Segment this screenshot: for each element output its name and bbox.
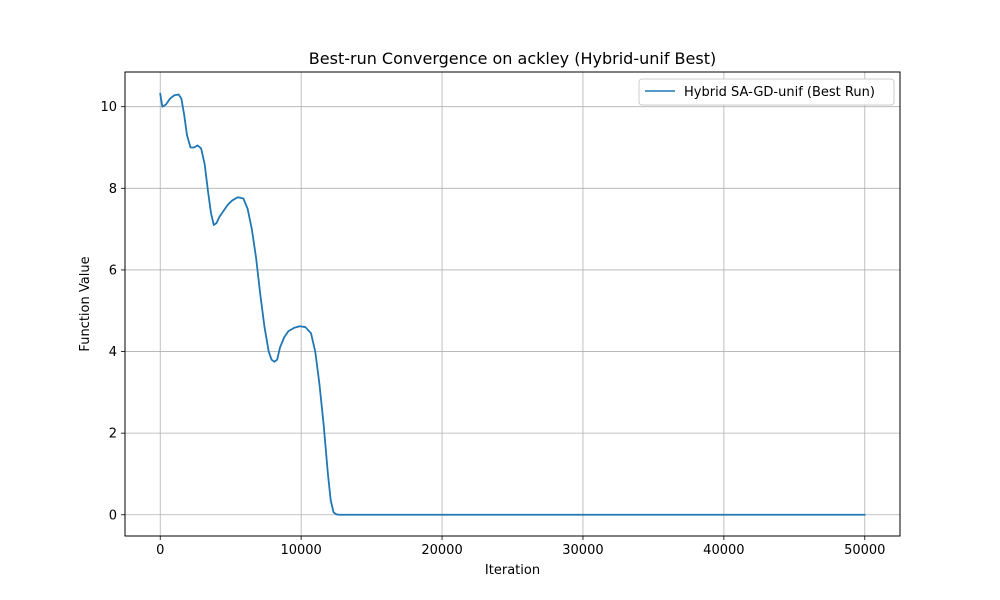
x-tick-label: 40000 bbox=[703, 543, 744, 558]
x-tick-label: 10000 bbox=[280, 543, 321, 558]
series-line-hybrid-sa-gd-unif bbox=[159, 92, 866, 516]
legend-entry-label: Hybrid SA-GD-unif (Best Run) bbox=[684, 85, 875, 100]
x-axis-ticks: 0 10000 20000 30000 40000 50000 bbox=[156, 536, 885, 558]
y-tick-label: 6 bbox=[109, 263, 117, 278]
x-tick-label: 50000 bbox=[844, 543, 885, 558]
plot-area-background bbox=[125, 72, 900, 536]
legend: Hybrid SA-GD-unif (Best Run) bbox=[638, 78, 895, 106]
chart-title: Best-run Convergence on ackley (Hybrid-u… bbox=[309, 49, 716, 68]
series-layer bbox=[159, 92, 866, 516]
y-tick-label: 4 bbox=[109, 345, 117, 360]
y-tick-label: 0 bbox=[109, 508, 117, 523]
x-axis-label: Iteration bbox=[485, 563, 540, 578]
y-tick-label: 8 bbox=[109, 182, 117, 197]
x-tick-label: 0 bbox=[156, 543, 164, 558]
y-axis-label: Function Value bbox=[78, 256, 93, 351]
y-tick-label: 2 bbox=[109, 427, 117, 442]
y-tick-label: 10 bbox=[100, 100, 117, 115]
legend-box bbox=[638, 78, 895, 106]
y-axis-ticks: 0 2 4 6 8 10 bbox=[100, 100, 125, 523]
x-tick-label: 30000 bbox=[562, 543, 603, 558]
x-tick-label: 20000 bbox=[421, 543, 462, 558]
plot-area-frame bbox=[124, 71, 901, 537]
